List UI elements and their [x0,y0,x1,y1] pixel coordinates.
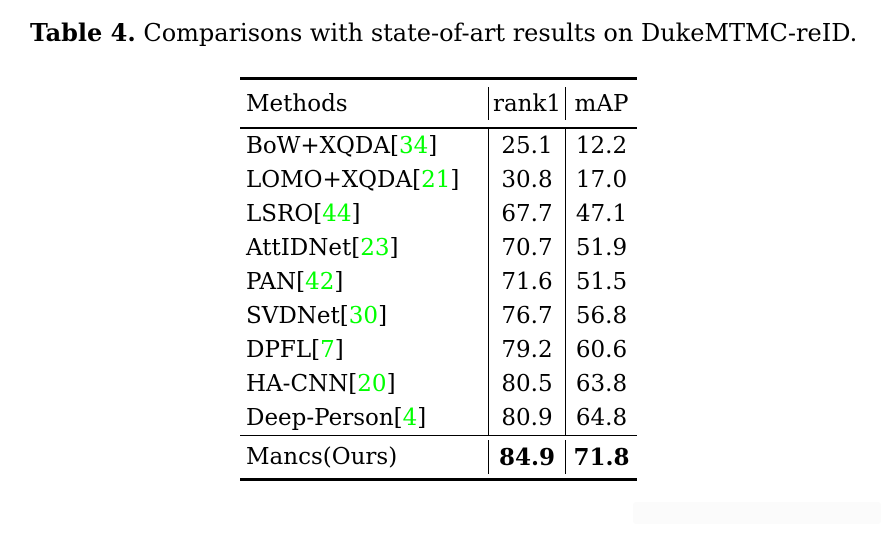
citation-close-bracket: ] [334,336,344,363]
citation-open-bracket: [ [311,336,321,363]
table-row: DPFL [7] 79.2 60.6 [240,332,637,367]
method-name: SVDNet [246,302,340,329]
map-value: 56.8 [565,298,637,333]
table-caption: Table 4. Comparisons with state-of-art r… [30,18,857,48]
citation-close-bracket: ] [378,302,388,329]
citation-open-bracket: [ [393,404,403,431]
rank1-cell: 84.9 [488,436,565,478]
map-value: 51.5 [565,264,637,299]
rank1-value: 70.7 [488,230,565,265]
rank1-value: 67.7 [488,196,565,231]
map-value: 12.2 [565,128,637,163]
rank1-value: 30.8 [488,162,565,197]
rank1-value: 80.9 [488,400,565,435]
citation-open-bracket: [ [348,370,358,397]
method-name: LOMO+XQDA [246,166,413,193]
method-name: LSRO [246,200,314,227]
map-value: 64.8 [565,400,637,435]
citation-close-bracket: ] [417,404,427,431]
citation-open-bracket: [ [339,302,349,329]
method-cell: Deep-Person [4] [240,401,488,435]
citation-open-bracket: [ [296,268,306,295]
table-row: Deep-Person [4] 80.9 64.8 [240,400,637,435]
citation-link[interactable]: 20 [357,370,387,397]
citation-link[interactable]: 44 [322,200,352,227]
map-value: 71.8 [565,440,637,474]
rank1-value: 71.6 [488,264,565,299]
citation-link[interactable]: 7 [320,336,335,363]
method-cell: HA-CNN [20] [240,367,488,401]
table-body: BoW+XQDA [34] 25.1 12.2 LOMO+XQDA [21] 3… [240,128,637,435]
citation-close-bracket: ] [351,200,361,227]
method-cell: DPFL [7] [240,333,488,367]
citation-link[interactable]: 21 [421,166,451,193]
map-value: 60.6 [565,332,637,367]
citation-link[interactable]: 42 [305,268,335,295]
rank1-value: 79.2 [488,332,565,367]
header-map-cell: mAP [565,80,637,127]
table-row: LSRO [44] 67.7 47.1 [240,196,637,231]
citation-link[interactable]: 23 [360,234,390,261]
method-name: HA-CNN [246,370,349,397]
citation-open-bracket: [ [313,200,323,227]
citation-close-bracket: ] [450,166,460,193]
table-row: AttIDNet [23] 70.7 51.9 [240,230,637,265]
citation-close-bracket: ] [389,234,399,261]
citation-close-bracket: ] [428,132,438,159]
table-row: PAN [42] 71.6 51.5 [240,264,637,299]
method-cell: Mancs(Ours) [240,436,488,478]
citation-close-bracket: ] [386,370,396,397]
citation-link[interactable]: 34 [398,132,429,159]
method-cell: PAN [42] [240,265,488,299]
table-row: HA-CNN [20] 80.5 63.8 [240,366,637,401]
rank1-value: 80.5 [488,366,565,401]
map-value: 47.1 [565,196,637,231]
table-header-row: Methods rank1 mAP [240,80,637,127]
method-cell: AttIDNet [23] [240,231,488,265]
caption-label: Table 4. [30,18,136,47]
header-map: mAP [565,87,637,120]
map-value: 17.0 [565,162,637,197]
rank1-value: 76.7 [488,298,565,333]
results-table: Methods rank1 mAP BoW+XQDA [34] 25.1 12.… [240,77,637,481]
rank1-value: 25.1 [488,128,565,163]
method-name: AttIDNet [246,234,352,261]
body-divider-rule [240,434,637,436]
method-name: DPFL [246,336,312,363]
method-name: Mancs(Ours) [246,444,398,470]
citation-open-bracket: [ [412,166,422,193]
table-row: LOMO+XQDA [21] 30.8 17.0 [240,162,637,197]
background-artifact [633,502,881,524]
ours-row: Mancs(Ours) 84.9 71.8 [240,436,637,478]
method-name: Deep-Person [246,404,394,431]
map-cell: 71.8 [565,436,637,478]
method-cell: BoW+XQDA [34] [240,129,488,163]
map-value: 63.8 [565,366,637,401]
header-rank1-cell: rank1 [488,80,565,127]
rank1-value: 84.9 [488,440,565,474]
citation-open-bracket: [ [389,132,399,159]
table-row: BoW+XQDA [34] 25.1 12.2 [240,128,637,163]
citation-close-bracket: ] [334,268,344,295]
table-top-rule [240,77,637,80]
header-divider-rule [240,127,637,129]
caption-text: Comparisons with state-of-art results on… [135,19,858,47]
method-cell: SVDNet [30] [240,299,488,333]
method-cell: LSRO [44] [240,197,488,231]
header-rank1: rank1 [488,87,565,120]
method-cell: LOMO+XQDA [21] [240,163,488,197]
header-methods: Methods [246,90,348,117]
map-value: 51.9 [565,230,637,265]
table-bottom-rule [240,478,637,481]
method-name: BoW+XQDA [246,132,390,159]
table-row: SVDNet [30] 76.7 56.8 [240,298,637,333]
method-name: PAN [246,268,297,295]
citation-link[interactable]: 30 [348,302,379,329]
citation-link[interactable]: 4 [402,404,418,431]
citation-open-bracket: [ [351,234,361,261]
